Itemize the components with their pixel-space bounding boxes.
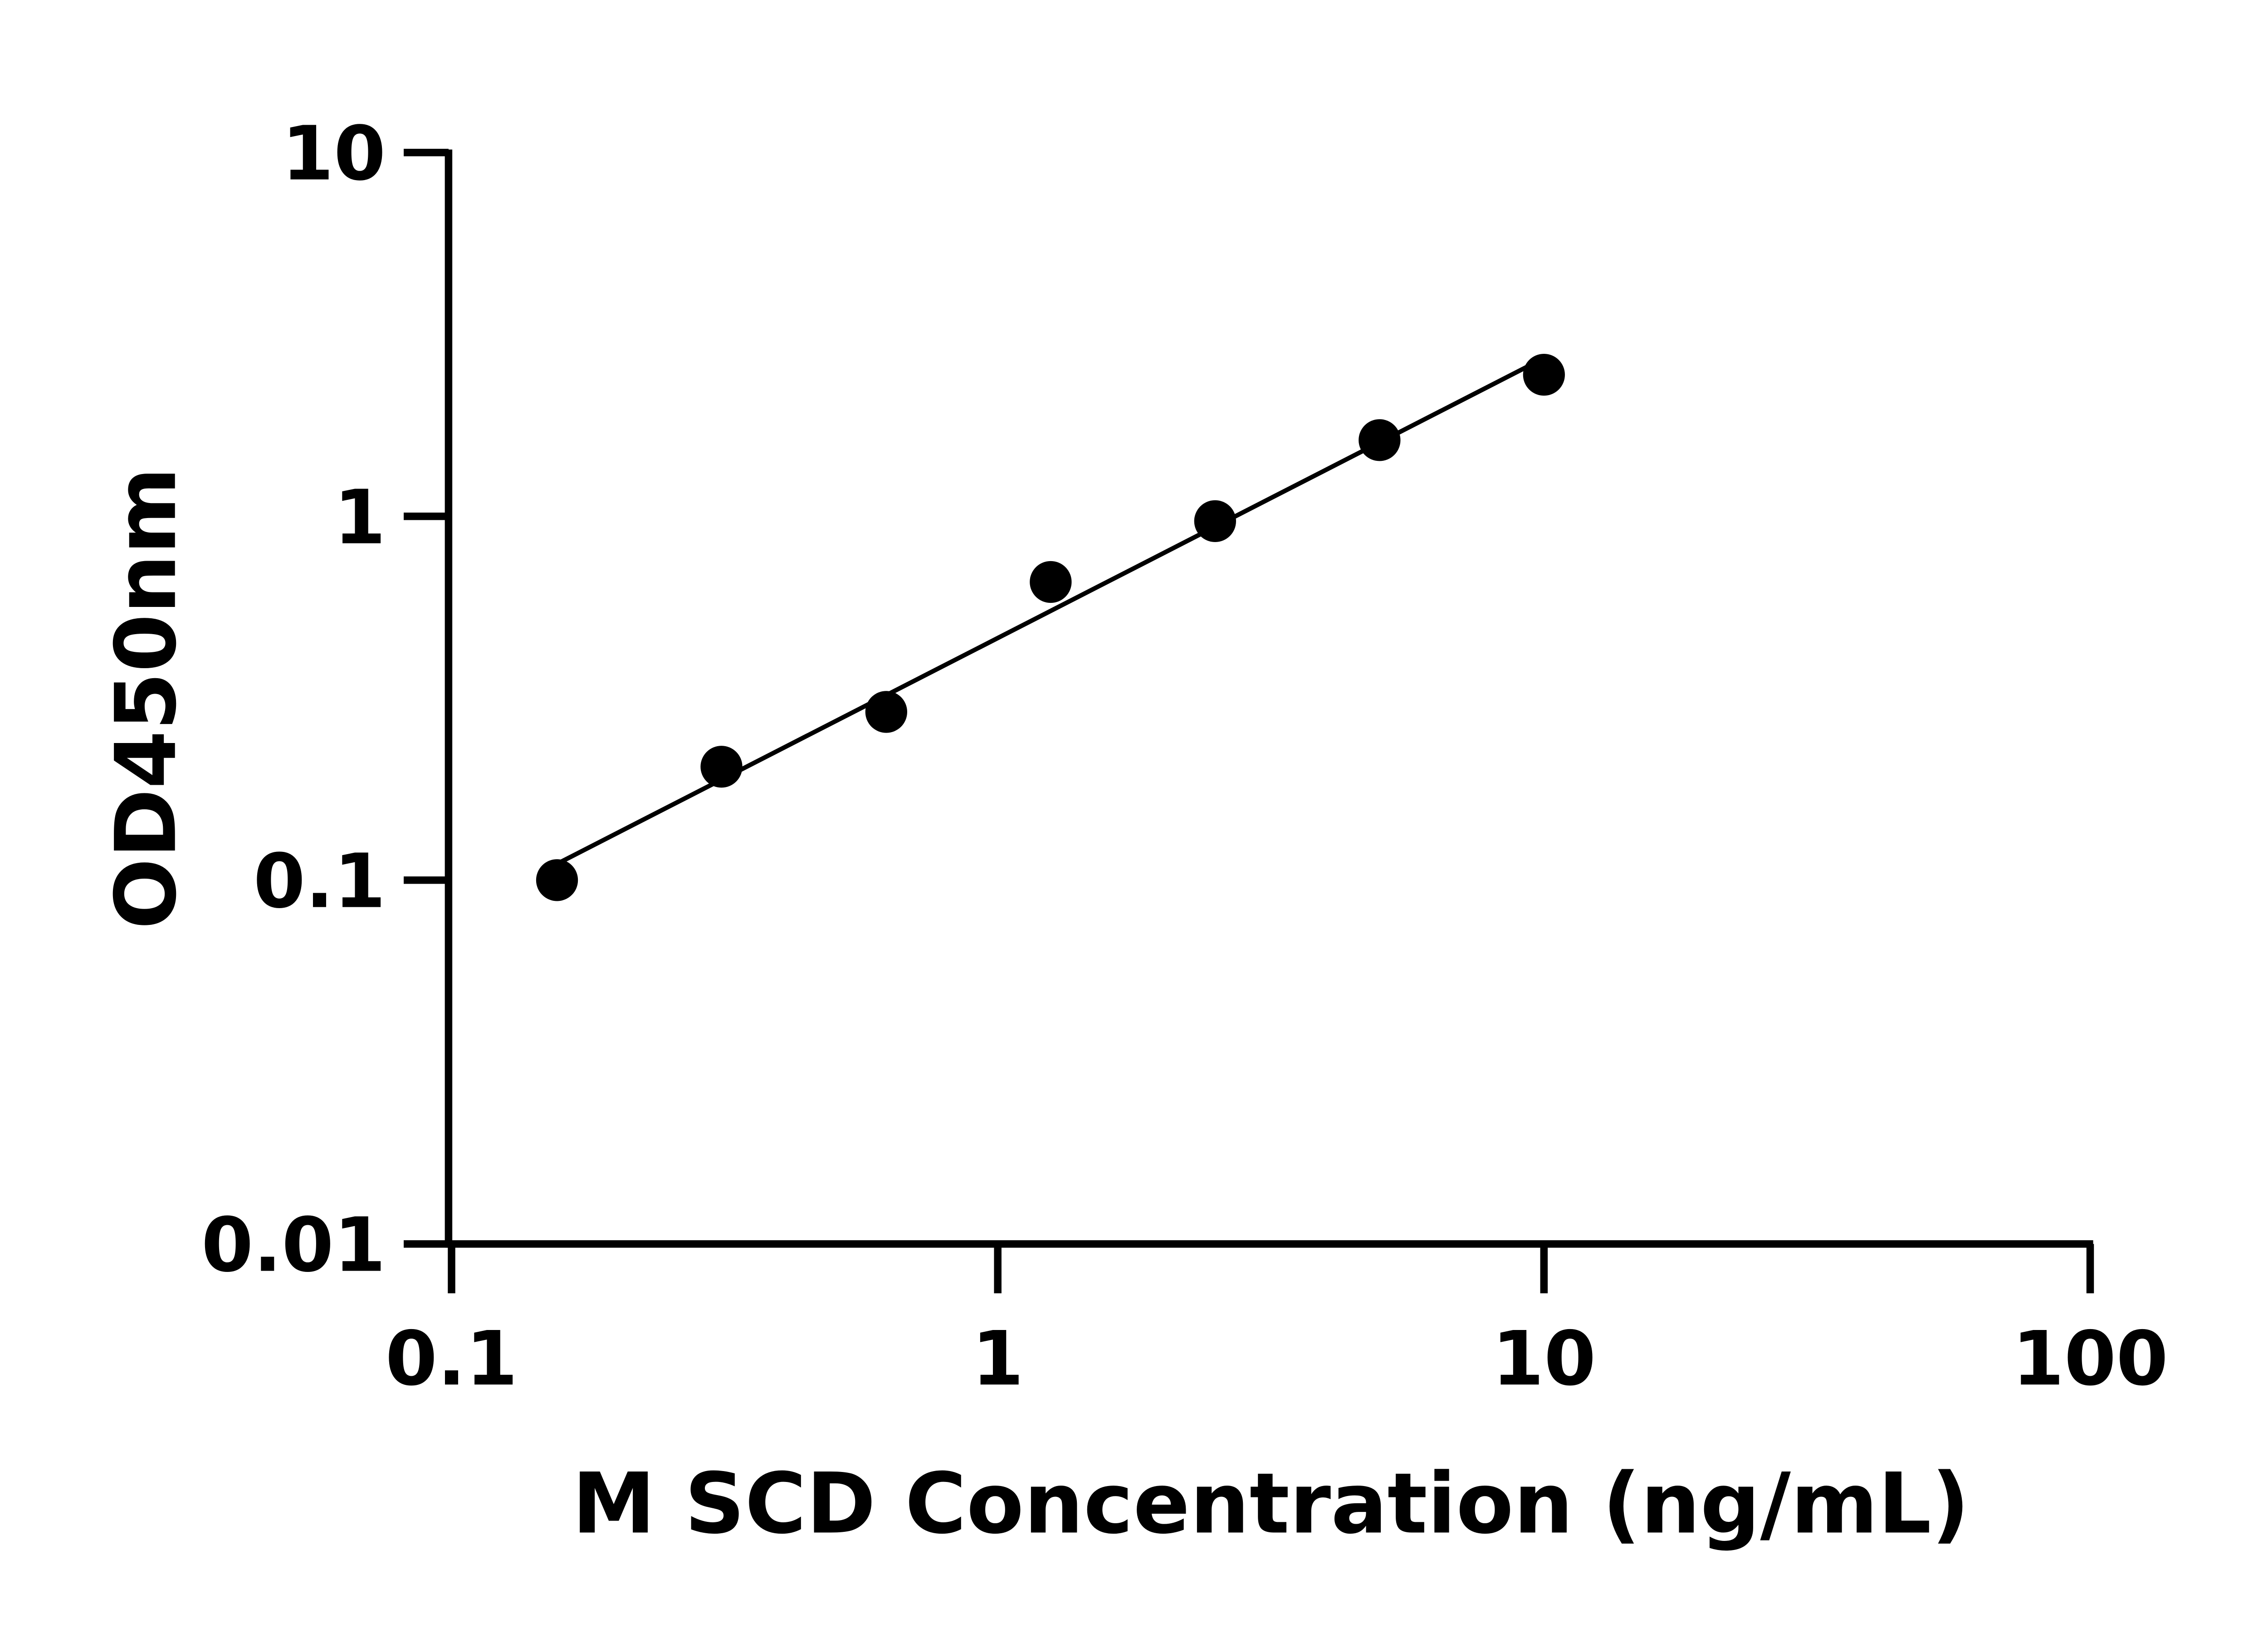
data-point	[1194, 500, 1236, 543]
x-axis-label: M SCD Concentration (ng/mL)	[572, 1455, 1970, 1553]
y-tick-label: 0.01	[201, 1202, 386, 1289]
x-tick-label: 100	[2012, 1315, 2168, 1402]
data-point	[1523, 353, 1565, 396]
y-tick-label: 10	[282, 110, 386, 197]
y-axis-label: OD450nm	[98, 467, 195, 929]
axes: 0.01 0.1 1 10 0.1 1 10 100	[201, 110, 2168, 1403]
data-point	[865, 691, 907, 733]
data-point	[1030, 561, 1072, 603]
y-tick-label: 1	[334, 474, 386, 561]
data-points	[536, 353, 1565, 901]
x-tick-label: 1	[972, 1315, 1024, 1402]
data-point	[1359, 419, 1401, 461]
x-tick-label: 0.1	[385, 1315, 518, 1402]
data-point	[700, 746, 743, 788]
x-tick-label: 10	[1492, 1315, 1596, 1402]
y-tick-label: 0.1	[253, 838, 386, 925]
data-point	[536, 859, 578, 901]
